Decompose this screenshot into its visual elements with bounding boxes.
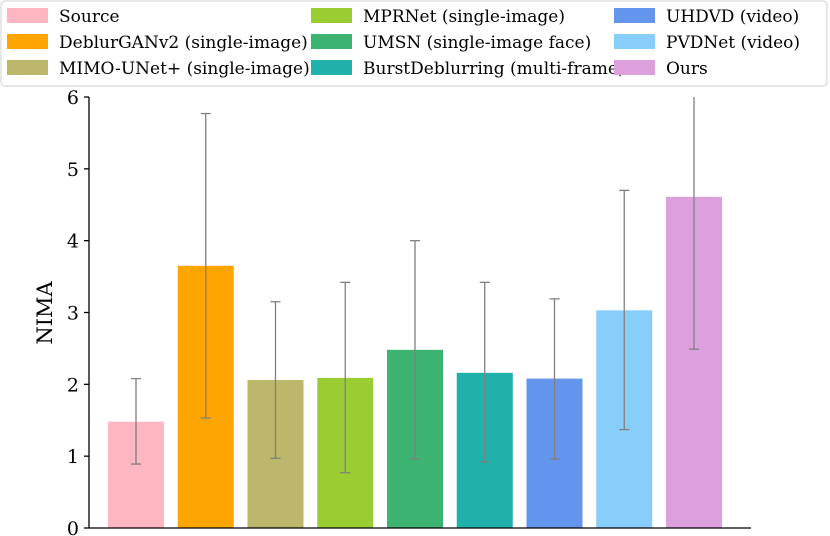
legend-label: Ours (666, 59, 708, 79)
legend: Source DeblurGANv2 (single-image) MIMO-UNe… (0, 0, 828, 87)
error-bar-1 (131, 377, 141, 465)
legend-swatch (614, 34, 655, 49)
legend-label: MIMO-UNet+ (single-image) (59, 59, 310, 79)
y-tick-label: 6 (67, 87, 79, 109)
legend-label: MPRNet (single-image) (363, 7, 565, 27)
error-bar-2 (200, 112, 211, 419)
legend-label: UMSN (single-image face) (363, 33, 591, 53)
y-tick-label: 3 (67, 303, 79, 325)
bars (108, 196, 722, 528)
legend-item-8: PVDNet (video) (614, 33, 800, 53)
error-bar-4 (340, 281, 351, 474)
y-tick-label: 2 (67, 374, 79, 396)
legend-swatch (311, 34, 352, 49)
legend-item-6: BurstDeblurring (multi-frame) (311, 59, 625, 79)
legend-swatch (7, 8, 48, 23)
y-tick-label: 1 (67, 446, 79, 468)
legend-label: Source (59, 7, 120, 27)
error-bar-5 (410, 240, 420, 460)
legend-item-4: MPRNet (single-image) (311, 7, 565, 27)
legend-item-2: DeblurGANv2 (single-image) (7, 33, 308, 53)
error-bar-7 (549, 298, 560, 460)
legend-label: UHDVD (video) (666, 7, 799, 27)
error-bar-3 (270, 301, 281, 459)
axes: 0 1 2 3 4 5 6 (67, 87, 751, 536)
y-tick-label: 4 (67, 231, 79, 253)
y-tick-label: 5 (67, 159, 79, 181)
legend-swatch (614, 8, 655, 23)
error-bars (131, 97, 699, 474)
legend-item-1: Source (7, 7, 120, 27)
legend-swatch (7, 60, 48, 75)
error-bar-9 (689, 97, 699, 350)
legend-swatch (311, 60, 352, 75)
legend-item-7: UHDVD (video) (614, 7, 799, 27)
legend-item-5: UMSN (single-image face) (311, 33, 591, 53)
error-bar-8 (619, 189, 630, 431)
legend-label: PVDNet (video) (666, 33, 800, 53)
legend-swatch (614, 60, 655, 75)
legend-item-3: MIMO-UNet+ (single-image) (7, 59, 310, 79)
legend-label: DeblurGANv2 (single-image) (59, 33, 308, 53)
legend-swatch (7, 34, 48, 49)
y-axis-label: NIMA (33, 280, 57, 344)
legend-swatch (311, 8, 352, 23)
legend-item-9: Ours (614, 59, 708, 79)
legend-label: BurstDeblurring (multi-frame) (363, 59, 625, 79)
y-tick-label: 0 (67, 518, 79, 536)
error-bar-6 (479, 281, 490, 463)
